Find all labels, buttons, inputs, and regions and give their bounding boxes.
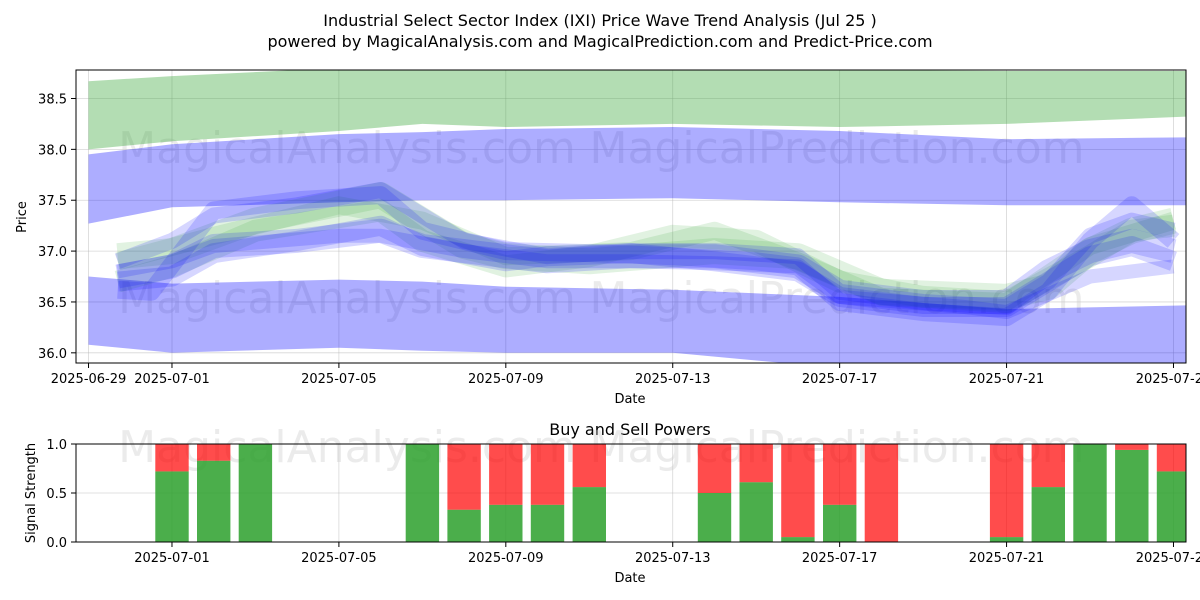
sell-power-bar: [697, 444, 732, 493]
price-x-tick-label: 2025-07-01: [134, 372, 210, 387]
buy-power-bar: [739, 482, 773, 542]
wave-green-1: [116, 182, 1177, 310]
price-panel: MagicalAnalysis.com MagicalPrediction.co…: [15, 69, 1200, 407]
signal-y-axis-label: Signal Strength: [24, 443, 39, 543]
buy-power-bar: [989, 537, 1024, 542]
signal-x-ticks: 2025-07-01 2025-07-05 2025-07-09 2025-07-13…: [134, 542, 1200, 566]
price-x-tick-label: 2025-07-25: [1136, 372, 1200, 387]
signal-x-tick-label: 2025-07-09: [468, 551, 544, 566]
price-y-tick-label: 38.0: [38, 143, 67, 158]
price-x-tick-label: 2025-07-17: [802, 372, 878, 387]
buy-power-bar: [530, 504, 565, 542]
buy-power-bar: [238, 444, 273, 542]
watermark-text: MagicalPrediction.com: [590, 123, 1085, 174]
price-y-tick-label: 37.0: [38, 245, 67, 260]
buy-power-bar: [1115, 449, 1149, 542]
sell-power-bar: [197, 444, 231, 461]
buy-power-bar: [1073, 444, 1107, 542]
buy-power-bar: [155, 471, 189, 542]
sell-power-bar: [155, 444, 189, 472]
price-x-tick-label: 2025-06-29: [51, 372, 127, 387]
price-x-tick-label: 2025-07-13: [635, 372, 711, 387]
signal-y-ticks: 0.0 0.5 1.0: [46, 438, 76, 551]
price-watermarks: MagicalAnalysis.com MagicalPrediction.co…: [118, 123, 1084, 324]
buy-power-bar: [197, 460, 231, 542]
sell-power-bar: [864, 444, 899, 542]
buy-power-bar: [697, 493, 732, 542]
signal-x-axis-label: Date: [614, 571, 645, 586]
price-plot-area: [88, 70, 1186, 363]
lower-blue-band: [88, 276, 1186, 363]
signal-y-tick-label: 1.0: [46, 438, 67, 453]
buy-power-bar: [1156, 471, 1186, 542]
wave-blue-4: [114, 182, 1176, 315]
signal-x-tick-label: 2025-07-01: [134, 551, 210, 566]
buy-power-bar: [489, 504, 523, 542]
price-y-tick-label: 36.5: [38, 296, 67, 311]
signal-panel-title: Buy and Sell Powers: [549, 420, 711, 439]
sell-power-bar: [823, 444, 857, 505]
sell-power-bar: [1115, 444, 1149, 450]
signal-y-tick-label: 0.5: [46, 487, 67, 502]
signal-x-tick-label: 2025-07-05: [301, 551, 377, 566]
buy-power-bar: [572, 487, 606, 542]
price-y-tick-label: 36.0: [38, 347, 67, 362]
watermark-text: MagicalAnalysis.com: [118, 123, 576, 174]
signal-y-tick-label: 0.0: [46, 536, 67, 551]
chart-title: Industrial Select Sector Index (IXI) Pri…: [323, 11, 877, 30]
chart-subtitle: powered by MagicalAnalysis.com and Magic…: [267, 32, 932, 51]
sell-power-bar: [781, 444, 815, 538]
signal-panel: Buy and Sell Powers MagicalAnalysis.com …: [24, 420, 1200, 586]
wave-green-3: [115, 196, 1177, 311]
signal-x-tick-label: 2025-07-13: [635, 551, 711, 566]
price-y-axis-label: Price: [15, 201, 30, 233]
price-x-tick-label: 2025-07-05: [301, 372, 377, 387]
price-y-tick-label: 37.5: [38, 194, 67, 209]
buy-power-bar: [823, 504, 857, 542]
price-x-tick-label: 2025-07-09: [468, 372, 544, 387]
signal-x-tick-label: 2025-07-17: [802, 551, 878, 566]
sell-power-bar: [1031, 444, 1065, 488]
price-y-tick-label: 38.5: [38, 92, 67, 107]
buy-power-bar: [1031, 487, 1065, 542]
wave-blue-5: [116, 228, 1175, 320]
wave-green-2: [114, 199, 1175, 313]
sell-power-bar: [447, 444, 481, 510]
sell-power-bar: [572, 444, 606, 488]
price-grid: [76, 70, 1186, 363]
wave-blue-3: [117, 186, 1180, 327]
sell-power-bar: [1156, 444, 1186, 472]
sell-power-bar: [989, 444, 1024, 538]
wave-blue-1: [115, 218, 1177, 314]
price-x-tick-label: 2025-07-21: [969, 372, 1045, 387]
sell-power-bar: [530, 444, 565, 505]
upper-green-band: [88, 70, 1186, 150]
sell-power-bar: [739, 444, 773, 483]
upper-blue-band: [88, 127, 1186, 224]
buy-power-bar: [447, 509, 481, 542]
signal-plot-area: [155, 444, 1186, 542]
price-x-ticks: 2025-06-29 2025-07-01 2025-07-05 2025-07-09…: [51, 363, 1200, 387]
buy-power-bar: [405, 444, 440, 542]
signal-x-tick-label: 2025-07-25: [1136, 551, 1200, 566]
sell-power-bar: [489, 444, 523, 505]
wave-blue-2: [116, 215, 1177, 317]
price-x-axis-label: Date: [614, 392, 645, 407]
price-y-ticks: 36.0 36.5 37.0 37.5 38.0 38.5: [38, 92, 76, 362]
price-axes-frame: [75, 69, 1187, 364]
signal-x-tick-label: 2025-07-21: [969, 551, 1045, 566]
watermark-text: MagicalPrediction.com: [590, 273, 1085, 324]
watermark-text: MagicalAnalysis.com: [118, 273, 576, 324]
buy-power-bar: [781, 537, 815, 542]
